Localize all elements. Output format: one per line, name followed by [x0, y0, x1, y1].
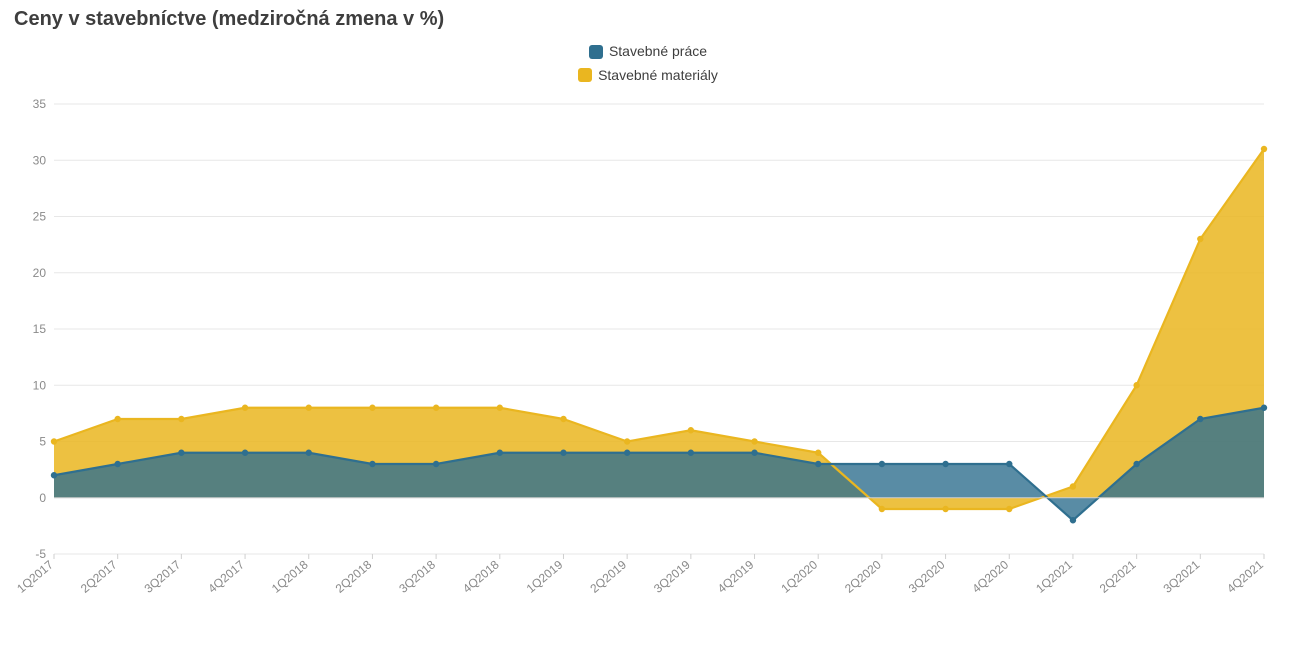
y-tick-label: 30	[33, 153, 47, 167]
series-marker	[433, 405, 439, 411]
legend-swatch-series1	[589, 45, 603, 59]
series-marker	[114, 416, 120, 422]
x-tick-label: 3Q2017	[142, 557, 184, 595]
x-tick-label: 2Q2018	[333, 557, 375, 595]
legend-label-series1: Stavebné práce	[609, 41, 707, 62]
y-tick-label: 20	[33, 266, 47, 280]
x-tick-label: 3Q2019	[651, 557, 693, 595]
series-marker	[114, 461, 120, 467]
series-marker	[815, 461, 821, 467]
series-marker	[1197, 236, 1203, 242]
series-marker	[242, 450, 248, 456]
chart-svg: -5051015202530351Q20172Q20173Q20174Q2017…	[14, 94, 1282, 634]
legend-item-series2: Stavebné materiály	[578, 65, 718, 86]
x-tick-label: 1Q2018	[269, 557, 311, 595]
series-marker	[242, 405, 248, 411]
series-marker	[497, 405, 503, 411]
legend-label-series2: Stavebné materiály	[598, 65, 718, 86]
x-tick-label: 3Q2021	[1161, 557, 1203, 595]
x-tick-label: 4Q2018	[460, 557, 502, 595]
series-marker	[751, 438, 757, 444]
series-marker	[624, 438, 630, 444]
series-marker	[306, 405, 312, 411]
y-tick-label: 10	[33, 378, 47, 392]
series-marker	[1133, 461, 1139, 467]
x-tick-label: 2Q2017	[78, 557, 120, 595]
series-marker	[624, 450, 630, 456]
x-tick-label: 2Q2020	[842, 557, 884, 595]
series-marker	[1261, 146, 1267, 152]
series-marker	[879, 506, 885, 512]
x-tick-label: 4Q2017	[205, 557, 247, 595]
x-tick-label: 3Q2020	[906, 557, 948, 595]
legend-swatch-series2	[578, 68, 592, 82]
series-marker	[688, 427, 694, 433]
series-marker	[1070, 517, 1076, 523]
series-marker	[1006, 461, 1012, 467]
x-tick-label: 2Q2021	[1097, 557, 1139, 595]
x-tick-label: 1Q2017	[14, 557, 56, 595]
x-tick-label: 4Q2020	[969, 557, 1011, 595]
series-marker	[560, 416, 566, 422]
x-tick-label: 1Q2021	[1033, 557, 1075, 595]
y-tick-label: 35	[33, 97, 47, 111]
series-marker	[751, 450, 757, 456]
series-marker	[879, 461, 885, 467]
x-tick-label: 3Q2018	[396, 557, 438, 595]
legend: Stavebné práce Stavebné materiály	[14, 41, 1282, 88]
series-marker	[815, 450, 821, 456]
series-marker	[178, 416, 184, 422]
series-marker	[369, 461, 375, 467]
series-marker	[1070, 483, 1076, 489]
series-marker	[369, 405, 375, 411]
series-marker	[1261, 405, 1267, 411]
series-marker	[178, 450, 184, 456]
series-marker	[1133, 382, 1139, 388]
x-tick-label: 1Q2019	[524, 557, 566, 595]
legend-item-series1: Stavebné práce	[589, 41, 707, 62]
series-marker	[1006, 506, 1012, 512]
y-tick-label: 5	[39, 435, 46, 449]
x-tick-label: 1Q2020	[778, 557, 820, 595]
series-marker	[51, 472, 57, 478]
y-tick-label: 25	[33, 210, 47, 224]
series-marker	[51, 438, 57, 444]
series-marker	[942, 461, 948, 467]
series-marker	[433, 461, 439, 467]
series-marker	[497, 450, 503, 456]
y-tick-label: 15	[33, 322, 47, 336]
x-tick-label: 4Q2021	[1224, 557, 1266, 595]
series-marker	[1197, 416, 1203, 422]
series-marker	[942, 506, 948, 512]
x-tick-label: 2Q2019	[587, 557, 629, 595]
chart-title: Ceny v stavebníctve (medziročná zmena v …	[14, 8, 1282, 31]
series-marker	[306, 450, 312, 456]
series-marker	[688, 450, 694, 456]
y-tick-label: 0	[39, 491, 46, 505]
series-marker	[560, 450, 566, 456]
x-tick-label: 4Q2019	[715, 557, 757, 595]
x-axis: 1Q2017 2Q2017 3Q2017 4Q2017 1Q2018 2Q2018 3Q20…	[14, 554, 1266, 596]
chart: -5051015202530351Q20172Q20173Q20174Q2017…	[14, 94, 1282, 639]
